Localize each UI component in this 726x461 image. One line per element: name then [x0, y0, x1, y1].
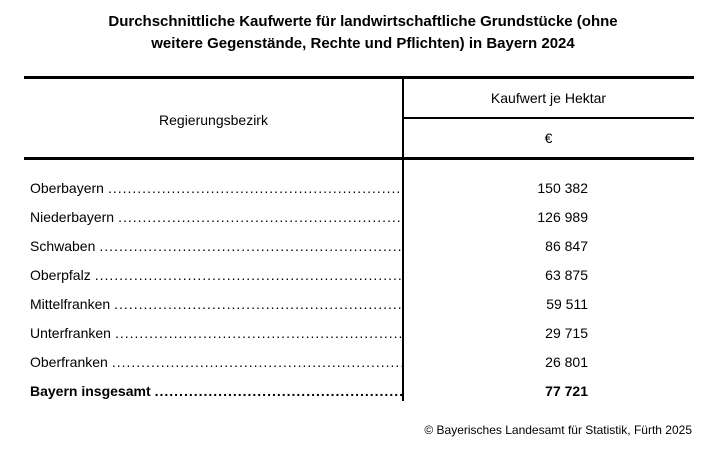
row-value: 63 875: [545, 267, 588, 283]
table-row: Oberbayern 150 382: [24, 174, 694, 203]
row-value: 126 989: [537, 209, 588, 225]
column-unit-euro: €: [544, 130, 553, 146]
table-row-total: Bayern insgesamt 77 721: [24, 377, 694, 406]
row-label: Unterfranken: [30, 325, 111, 341]
row-value: 150 382: [537, 180, 588, 196]
row-label: Bayern insgesamt: [30, 383, 151, 399]
table-body: Oberbayern 150 382 Niederbayern 126 989 …: [24, 160, 694, 406]
row-label: Niederbayern: [30, 209, 115, 225]
row-value: 59 511: [546, 296, 588, 312]
table-row: Oberfranken 26 801: [24, 348, 694, 377]
row-label: Oberfranken: [30, 354, 108, 370]
column-divider-line: [402, 76, 404, 401]
table-row: Mittelfranken 59 511: [24, 290, 694, 319]
column-header-kaufwert-label: Kaufwert je Hektar: [403, 79, 694, 119]
row-label: Mittelfranken: [30, 296, 111, 312]
dot-leader: [112, 354, 403, 370]
page-title: Durchschnittliche Kaufwerte für landwirt…: [0, 11, 726, 55]
dot-leader: [95, 267, 403, 283]
page-title-line2: weitere Gegenstände, Rechte und Pflichte…: [151, 35, 575, 52]
dot-leader: [155, 383, 403, 399]
row-value: 29 715: [545, 325, 588, 341]
copyright-note: © Bayerisches Landesamt für Statistik, F…: [424, 423, 692, 437]
row-label: Oberbayern: [30, 180, 104, 196]
dot-leader: [99, 238, 403, 254]
column-header-regierungsbezirk: Regierungsbezirk: [159, 112, 268, 128]
dot-leader: [114, 296, 403, 312]
row-label: Schwaben: [30, 238, 96, 254]
dot-leader: [108, 180, 403, 196]
page-title-line1: Durchschnittliche Kaufwerte für landwirt…: [108, 13, 618, 30]
column-header-kaufwert: Kaufwert je Hektar €: [403, 79, 694, 157]
dot-leader: [118, 209, 403, 225]
table-row: Schwaben 86 847: [24, 232, 694, 261]
row-value: 26 801: [545, 354, 588, 370]
table-header: Regierungsbezirk Kaufwert je Hektar €: [24, 76, 694, 160]
statistics-table: Regierungsbezirk Kaufwert je Hektar € Ob…: [24, 76, 694, 406]
table-row: Niederbayern 126 989: [24, 203, 694, 232]
table-row: Oberpfalz 63 875: [24, 261, 694, 290]
row-label: Oberpfalz: [30, 267, 91, 283]
row-value: 77 721: [545, 383, 588, 399]
table-row: Unterfranken 29 715: [24, 319, 694, 348]
row-value: 86 847: [545, 238, 588, 254]
dot-leader: [115, 325, 403, 341]
